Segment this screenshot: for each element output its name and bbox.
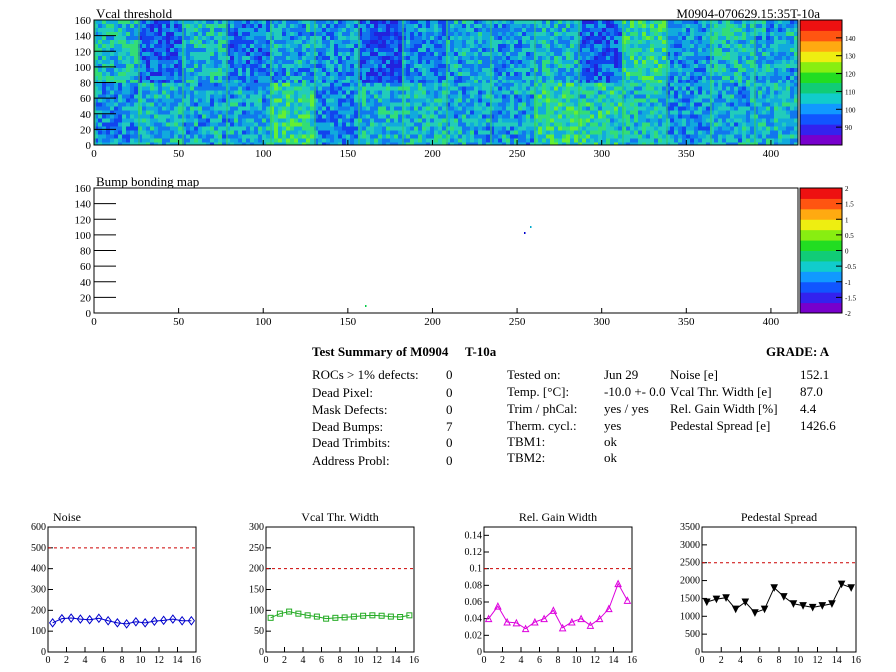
condition-value: yes / yes [604, 401, 649, 416]
summary-title: Test Summary of M0904 [312, 344, 449, 359]
condition-label: TBM2: [507, 450, 546, 465]
defect-label: Dead Bumps: [312, 419, 384, 434]
condition-value: Jun 29 [604, 367, 639, 382]
condition-value: yes [604, 418, 622, 433]
defect-label: ROCs > 1% defects: [312, 367, 419, 382]
result-label: Noise [e] [670, 367, 719, 382]
result-value: 87.0 [800, 384, 823, 399]
result-value: 4.4 [800, 401, 817, 416]
defect-value: 0 [446, 435, 453, 450]
condition-label: TBM1: [507, 434, 546, 449]
defect-label: Address Probl: [312, 453, 390, 468]
result-value: 1426.6 [800, 418, 836, 433]
defect-value: 0 [446, 453, 453, 468]
result-label: Vcal Thr. Width [e] [670, 384, 772, 399]
condition-label: Therm. cycl.: [507, 418, 577, 433]
summary-temp-label: T-10a [465, 344, 497, 359]
defect-label: Dead Pixel: [312, 385, 374, 400]
condition-label: Trim / phCal: [507, 401, 578, 416]
defect-value: 0 [446, 385, 453, 400]
result-value: 152.1 [800, 367, 830, 382]
defect-value: 7 [446, 419, 453, 434]
defect-value: 0 [446, 367, 453, 382]
condition-label: Tested on: [507, 367, 561, 382]
defect-label: Mask Defects: [312, 402, 388, 417]
condition-value: -10.0 +- 0.0 [604, 384, 666, 399]
summary-grade: GRADE: A [766, 344, 830, 359]
condition-value: ok [604, 434, 617, 449]
result-label: Rel. Gain Width [%] [670, 401, 778, 416]
defect-value: 0 [446, 402, 453, 417]
condition-value: ok [604, 450, 617, 465]
condition-label: Temp. [°C]: [507, 384, 570, 399]
result-label: Pedestal Spread [e] [670, 418, 771, 433]
defect-label: Dead Trimbits: [312, 435, 391, 450]
